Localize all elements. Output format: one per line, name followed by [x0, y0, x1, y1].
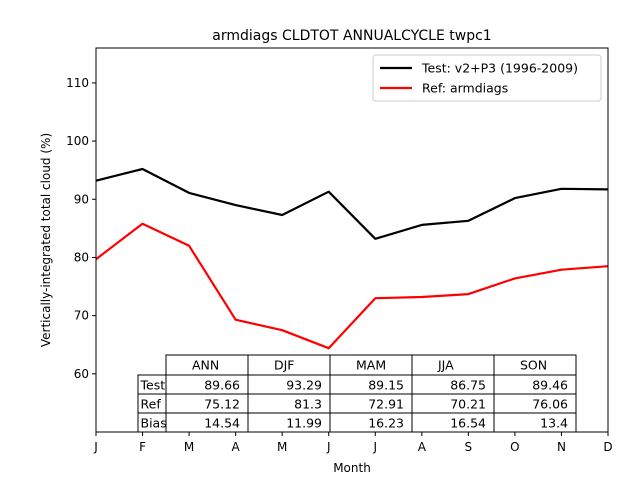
table-value: 89.66 — [204, 378, 240, 393]
table-value: 86.75 — [450, 378, 486, 393]
table-value: 81.3 — [294, 397, 322, 412]
table-header-label: JJA — [437, 358, 454, 373]
y-tick-label: 110 — [66, 76, 89, 90]
table-value: 89.46 — [532, 378, 568, 393]
table-value: 16.23 — [368, 416, 404, 431]
table-value: 13.4 — [540, 416, 568, 431]
x-tick-label: A — [418, 440, 427, 454]
y-tick-label: 90 — [74, 192, 89, 206]
x-tick-label: A — [232, 440, 241, 454]
table-value: 70.21 — [450, 397, 486, 412]
y-axis-label: Vertically-integrated total cloud (%) — [39, 133, 53, 347]
table-value: 76.06 — [532, 397, 568, 412]
x-tick-label: D — [603, 440, 612, 454]
x-tick-label: S — [465, 440, 473, 454]
table-header-label: SON — [520, 358, 547, 373]
stats-table: ANN DJF MAM JJA SON Test 89.66 93.29 89.15 86.75 8… — [137, 354, 577, 433]
legend-label: Test: v2+P3 (1996-2009) — [421, 61, 578, 76]
table-header-label: ANN — [192, 358, 219, 373]
series-line-ref — [95, 222, 609, 350]
x-tick-label: F — [139, 440, 146, 454]
x-tick-label: J — [93, 440, 98, 454]
legend-box — [372, 54, 602, 102]
table-row-label: Test — [140, 378, 166, 393]
series-lines — [95, 167, 609, 350]
y-tick-label: 60 — [74, 367, 89, 381]
table-value: 72.91 — [368, 397, 404, 412]
legend: Test: v2+P3 (1996-2009) Ref: armdiags — [372, 54, 602, 102]
x-tick-label: O — [510, 440, 519, 454]
x-tick-label: N — [557, 440, 566, 454]
x-tick-label: J — [326, 440, 331, 454]
table-value: 16.54 — [450, 416, 486, 431]
y-tick-label: 70 — [74, 309, 89, 323]
x-axis-label: Month — [333, 461, 371, 475]
table-value: 89.15 — [368, 378, 404, 393]
table-value: 11.99 — [286, 416, 322, 431]
table-value: 14.54 — [204, 416, 240, 431]
table-header-label: MAM — [356, 358, 386, 373]
x-tick-label: M — [184, 440, 194, 454]
table-header-label: DJF — [274, 358, 295, 373]
y-tick-label: 100 — [66, 134, 89, 148]
table-value: 75.12 — [204, 397, 240, 412]
table-row-label: Bias — [141, 416, 167, 431]
plot-frame — [95, 47, 609, 433]
legend-label: Ref: armdiags — [422, 81, 508, 96]
table-row-label: Ref — [141, 397, 162, 412]
series-line-test — [95, 167, 609, 240]
x-tick-label: J — [372, 440, 377, 454]
x-tick-label: M — [277, 440, 287, 454]
y-tick-label: 80 — [74, 250, 89, 264]
chart-title: armdiags CLDTOT ANNUALCYCLE twpc1 — [212, 28, 491, 44]
table-value: 93.29 — [286, 378, 322, 393]
